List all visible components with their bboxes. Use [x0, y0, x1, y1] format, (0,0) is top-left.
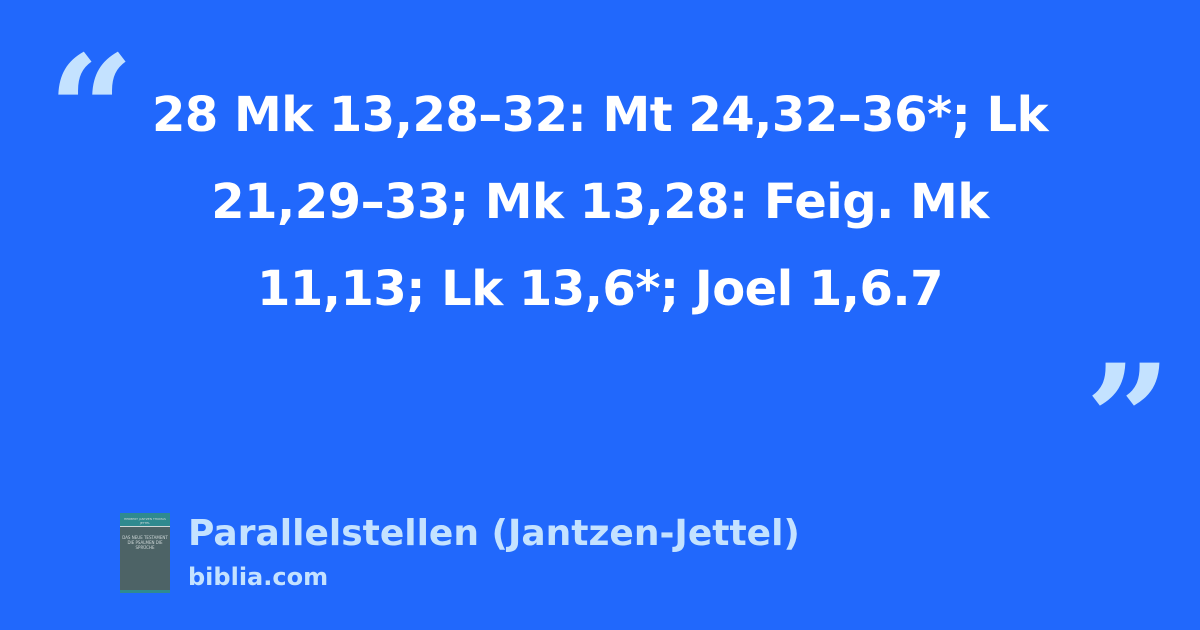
source-title[interactable]: Parallelstellen (Jantzen-Jettel) [188, 513, 800, 554]
open-quote-icon: “ [48, 23, 135, 199]
source-site-link[interactable]: biblia.com [188, 563, 329, 591]
close-quote-icon: ” [1085, 332, 1172, 508]
cover-authors: HERBERT JANTZEN THOMAS JETTEL [120, 516, 170, 527]
cover-title: DAS NEUE TESTAMENT DIE PSALMEN DIE SPRÜC… [122, 535, 168, 550]
book-cover-image: HERBERT JANTZEN THOMAS JETTEL DAS NEUE T… [120, 513, 170, 593]
quote-text: 28 Mk 13,28–32: Mt 24,32–36*; Lk 21,29–3… [152, 87, 1049, 317]
